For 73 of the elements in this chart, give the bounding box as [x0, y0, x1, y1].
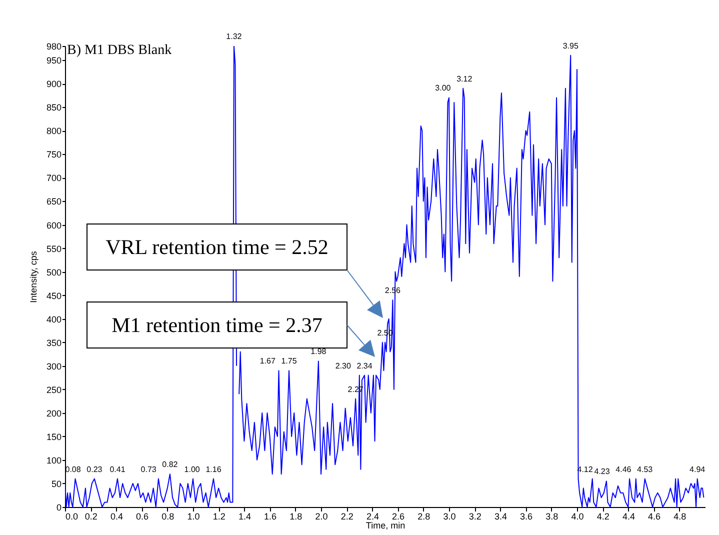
annotation: 2.30	[335, 361, 352, 370]
y-tick-label: 200	[46, 408, 62, 418]
annotation: 0.08	[65, 464, 82, 474]
x-tick-label: 1.2	[212, 512, 226, 522]
x-tick-label: 2.4	[366, 512, 379, 522]
annotation: 4.53	[637, 464, 654, 474]
x-tick-label: 0.4	[110, 512, 123, 522]
y-tick-label: 400	[46, 314, 62, 324]
annotation: 1.16	[206, 464, 222, 474]
x-tick-label: 4.6	[648, 512, 661, 522]
x-tick-label: 3.2	[468, 512, 482, 522]
y-tick-label: 550	[46, 244, 62, 254]
annotation: 1.67	[260, 356, 276, 366]
annotation: 3.00	[435, 84, 452, 93]
annotation: M1 retention time = 2.37	[112, 313, 322, 337]
annotation: 0.23	[86, 464, 103, 474]
x-tick-label: 3.8	[546, 512, 558, 522]
annotation: 0.82	[162, 460, 178, 470]
y-tick-label: 850	[46, 102, 62, 113]
y-tick-label: 600	[46, 220, 62, 230]
x-tick-label: 0.6	[136, 512, 149, 522]
annotation: 1.75	[281, 356, 298, 366]
y-tick-label: 50	[51, 478, 62, 489]
y-tick-label: 800	[46, 126, 62, 136]
annotation: 3.95	[562, 41, 579, 50]
annotation: 4.23	[594, 467, 610, 476]
y-tick-label: 300	[46, 361, 62, 372]
y-tick-label: 100	[46, 455, 62, 466]
x-tick-label: 3.6	[520, 512, 533, 522]
y-axis-title: Intensity, cps	[28, 250, 38, 303]
x-tick-label: 4.4	[622, 512, 635, 522]
y-tick-label: 650	[46, 196, 62, 207]
y-tick-label: 900	[46, 79, 62, 90]
x-tick-label: 2.0	[315, 512, 328, 522]
annotation: 4.46	[616, 464, 632, 474]
x-tick-label: 1.8	[290, 512, 302, 522]
x-axis-title: Time, min	[366, 520, 406, 530]
annotation: 1.32	[226, 32, 242, 41]
annotation: 3.12	[456, 74, 473, 84]
y-tick-label: 450	[46, 290, 62, 301]
y-tick-label: 0	[56, 502, 62, 512]
y-tick-label: 750	[46, 150, 62, 160]
y-tick-label: 500	[46, 267, 62, 278]
x-tick-label: 4.2	[596, 512, 610, 522]
x-tick-label: 2.2	[340, 512, 354, 522]
annotation: 4.94	[690, 464, 706, 474]
x-tick-label: 1.6	[264, 512, 277, 522]
callout-box: VRL retention time = 2.52	[86, 224, 348, 270]
y-tick-label: 700	[46, 173, 62, 184]
annotation: 0.41	[110, 464, 126, 474]
annotation: 2.34	[356, 361, 373, 370]
annotation: VRL retention time = 2.52	[106, 235, 328, 259]
x-tick-label: 0.2	[84, 512, 98, 522]
annotation: 1.00	[184, 464, 200, 474]
x-tick-label: 3.4	[494, 512, 507, 522]
y-tick-label: 980	[46, 42, 62, 52]
x-tick-label: 4.8	[674, 512, 686, 522]
x-tick-label: 2.8	[418, 512, 430, 522]
x-tick-label: 1.0	[187, 512, 200, 522]
y-tick-label: 250	[46, 384, 62, 395]
y-tick-label: 350	[46, 338, 62, 348]
x-tick-label: 0.8	[162, 512, 174, 522]
annotation: 1.98	[310, 347, 327, 356]
callout-box: M1 retention time = 2.37	[86, 302, 348, 348]
x-tick-label: 3.0	[443, 512, 456, 522]
chart-title: B) M1 DBS Blank	[66, 43, 172, 58]
annotation: 0.73	[140, 464, 157, 474]
x-tick-label: 2.6	[392, 512, 405, 522]
x-tick-label: 0.0	[66, 512, 78, 522]
y-tick-label: 950	[46, 56, 62, 66]
y-tick-label: 150	[46, 432, 62, 442]
x-tick-label: 4.0	[571, 512, 584, 522]
x-tick-label: 1.4	[238, 512, 251, 522]
